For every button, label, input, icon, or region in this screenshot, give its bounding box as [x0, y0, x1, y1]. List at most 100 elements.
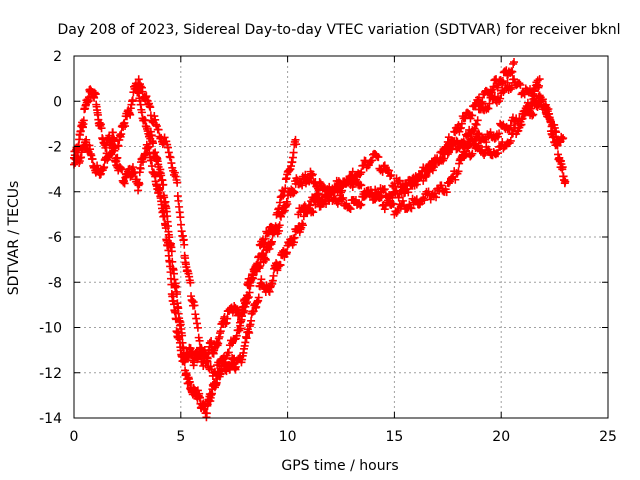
data-point: [128, 96, 137, 105]
data-point: [275, 204, 284, 213]
data-point: [176, 213, 185, 222]
data-point: [471, 102, 480, 111]
data-point: [173, 178, 182, 187]
data-point: [439, 154, 448, 163]
y-tick-label: -4: [48, 185, 62, 201]
data-point: [508, 67, 517, 76]
data-point: [535, 75, 544, 84]
data-point: [516, 121, 525, 130]
data-point: [274, 205, 283, 214]
data-point: [186, 278, 195, 287]
data-point: [254, 252, 263, 261]
data-point: [348, 167, 357, 176]
data-point: [406, 203, 415, 212]
data-point: [253, 259, 262, 268]
data-point: [152, 122, 161, 131]
data-point: [356, 170, 365, 179]
data-point: [152, 120, 161, 129]
data-point: [180, 240, 189, 249]
data-point: [380, 161, 389, 170]
data-point: [357, 181, 366, 190]
data-point: [203, 357, 212, 366]
series-track-b: [70, 96, 568, 422]
y-tick-label: -6: [48, 230, 62, 246]
data-point: [276, 261, 285, 270]
data-point: [338, 195, 347, 204]
data-point: [306, 201, 315, 210]
data-point: [493, 83, 502, 92]
data-point: [430, 189, 439, 198]
y-tick-label: 0: [53, 94, 62, 110]
data-point: [322, 199, 331, 208]
data-point: [275, 198, 284, 207]
data-point: [444, 179, 453, 188]
data-point: [474, 141, 483, 150]
data-point: [509, 59, 518, 68]
data-point: [468, 111, 477, 120]
data-point: [419, 194, 428, 203]
data-point: [552, 128, 561, 137]
data-point: [254, 293, 263, 302]
data-point: [207, 337, 216, 346]
data-point: [377, 193, 386, 202]
data-point: [387, 171, 396, 180]
data-point: [88, 155, 97, 164]
data-point: [202, 409, 211, 418]
series-track-a: [70, 75, 570, 370]
data-point: [498, 77, 507, 86]
data-point: [289, 148, 298, 157]
data-point: [484, 104, 493, 113]
y-axis-label: SDTVAR / TECUs: [6, 181, 22, 296]
chart-title: Day 208 of 2023, Sidereal Day-to-day VTE…: [58, 22, 621, 38]
data-point: [331, 183, 340, 192]
data-point: [232, 331, 241, 340]
data-point: [136, 164, 145, 173]
data-point: [386, 172, 395, 181]
data-point: [493, 149, 502, 158]
grid-lines: [74, 56, 608, 418]
data-point: [154, 125, 163, 134]
data-point: [524, 106, 533, 115]
data-point: [135, 179, 144, 188]
x-axis-label: GPS time / hours: [281, 458, 398, 474]
data-point: [220, 360, 229, 369]
data-point: [246, 281, 255, 290]
data-point: [379, 185, 388, 194]
data-point: [206, 362, 215, 371]
data-point: [417, 173, 426, 182]
data-point: [223, 314, 232, 323]
data-point: [457, 123, 466, 132]
data-point: [496, 94, 505, 103]
data-point: [91, 90, 100, 99]
data-point: [151, 115, 160, 124]
data-point: [240, 306, 249, 315]
data-point: [510, 58, 519, 67]
data-point: [242, 299, 251, 308]
data-point: [261, 255, 270, 264]
data-point: [271, 222, 280, 231]
data-point: [166, 153, 175, 162]
data-point: [357, 200, 366, 209]
data-points: [70, 58, 570, 422]
data-point: [243, 293, 252, 302]
data-point: [309, 208, 318, 217]
data-point: [160, 212, 169, 221]
data-point: [237, 315, 246, 324]
data-point: [224, 348, 233, 357]
data-point: [380, 185, 389, 194]
data-point: [558, 163, 567, 172]
axis-ticks: 0 5 10 15 20 25 -14 -12 -10 -8 -6 -4 -2 0 2: [39, 49, 617, 445]
data-point: [155, 185, 164, 194]
data-point: [150, 112, 159, 121]
data-point: [167, 280, 176, 289]
data-point: [344, 178, 353, 187]
data-point: [472, 120, 481, 129]
data-point: [212, 370, 221, 379]
data-point: [97, 124, 106, 133]
data-point: [269, 271, 278, 280]
data-point: [314, 189, 323, 198]
data-point: [528, 99, 537, 108]
data-point: [559, 134, 568, 143]
data-point: [254, 253, 263, 262]
data-point: [261, 234, 270, 243]
